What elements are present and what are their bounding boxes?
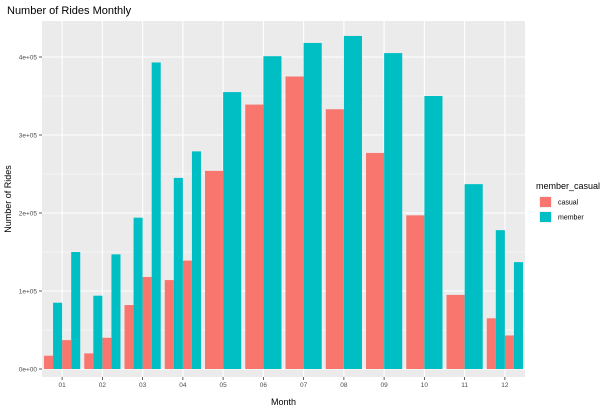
bar-casual-04 bbox=[182, 260, 192, 369]
x-tick-label: 08 bbox=[340, 382, 348, 389]
bar-member-06 bbox=[263, 56, 282, 369]
bar-member-04 bbox=[191, 151, 201, 369]
x-tick-label: 12 bbox=[501, 382, 509, 389]
bar-member-09 bbox=[384, 53, 403, 369]
y-tick-label: 3e+05 bbox=[19, 132, 38, 139]
bar-member-05 bbox=[223, 92, 242, 369]
bar-member-02 bbox=[93, 295, 103, 369]
plot-panel bbox=[42, 21, 525, 377]
x-tick-label: 03 bbox=[139, 382, 147, 389]
bar-casual-07 bbox=[285, 76, 304, 369]
bar-member-07 bbox=[303, 42, 322, 370]
bar-member-01 bbox=[71, 252, 81, 369]
bar-member-03 bbox=[133, 217, 143, 369]
x-tick-label: 11 bbox=[461, 382, 468, 389]
y-tick-label: 4e+05 bbox=[19, 54, 38, 61]
bar-casual-12 bbox=[486, 318, 496, 369]
bar-casual-01 bbox=[44, 355, 54, 369]
bar-casual-03 bbox=[124, 305, 134, 369]
x-tick-label: 01 bbox=[59, 382, 67, 389]
bar-casual-12 bbox=[504, 335, 514, 369]
legend: member_casual casual member bbox=[536, 181, 600, 223]
x-tick-label: 05 bbox=[220, 382, 228, 389]
bar-casual-09 bbox=[366, 152, 385, 369]
x-tick-label: 06 bbox=[260, 382, 268, 389]
bar-casual-11 bbox=[446, 294, 465, 369]
bar-casual-10 bbox=[406, 215, 425, 369]
y-axis-title: Number of Rides bbox=[3, 165, 13, 233]
x-axis: 01 02 03 04 05 06 07 08 09 10 11 12 bbox=[59, 377, 509, 389]
bar-casual-05 bbox=[205, 170, 224, 369]
bar-casual-01 bbox=[62, 340, 72, 369]
bar-member-02 bbox=[111, 254, 121, 369]
x-tick-label: 10 bbox=[421, 382, 429, 389]
legend-key-member bbox=[540, 212, 551, 222]
x-tick-label: 04 bbox=[179, 382, 187, 389]
bar-casual-04 bbox=[164, 280, 174, 369]
bar-casual-02 bbox=[84, 353, 94, 369]
bar-member-01 bbox=[53, 302, 63, 369]
bar-member-03 bbox=[151, 62, 161, 370]
bar-member-11 bbox=[464, 184, 483, 369]
legend-key-casual bbox=[540, 197, 551, 207]
x-tick-label: 02 bbox=[99, 382, 107, 389]
bar-casual-02 bbox=[102, 337, 112, 369]
bar-member-12 bbox=[495, 230, 505, 369]
x-axis-title: Month bbox=[271, 397, 296, 407]
legend-label-casual: casual bbox=[558, 200, 579, 207]
bar-member-10 bbox=[424, 96, 443, 369]
legend-label-member: member bbox=[558, 215, 584, 222]
chart-title: Number of Rides Monthly bbox=[7, 5, 132, 17]
bar-casual-08 bbox=[325, 109, 344, 369]
bar-member-04 bbox=[173, 177, 183, 369]
bars bbox=[44, 35, 523, 370]
bar-member-12 bbox=[513, 262, 523, 369]
y-axis: 0e+00 1e+05 2e+05 3e+05 4e+05 bbox=[19, 54, 42, 373]
x-tick-label: 07 bbox=[300, 382, 308, 389]
bar-casual-06 bbox=[245, 104, 264, 369]
legend-title: member_casual bbox=[536, 181, 600, 191]
bar-casual-03 bbox=[142, 276, 152, 369]
y-tick-label: 0e+00 bbox=[19, 366, 38, 373]
y-tick-label: 1e+05 bbox=[19, 288, 38, 295]
y-tick-label: 2e+05 bbox=[19, 210, 38, 217]
x-tick-label: 09 bbox=[381, 382, 389, 389]
bar-member-08 bbox=[343, 35, 362, 369]
